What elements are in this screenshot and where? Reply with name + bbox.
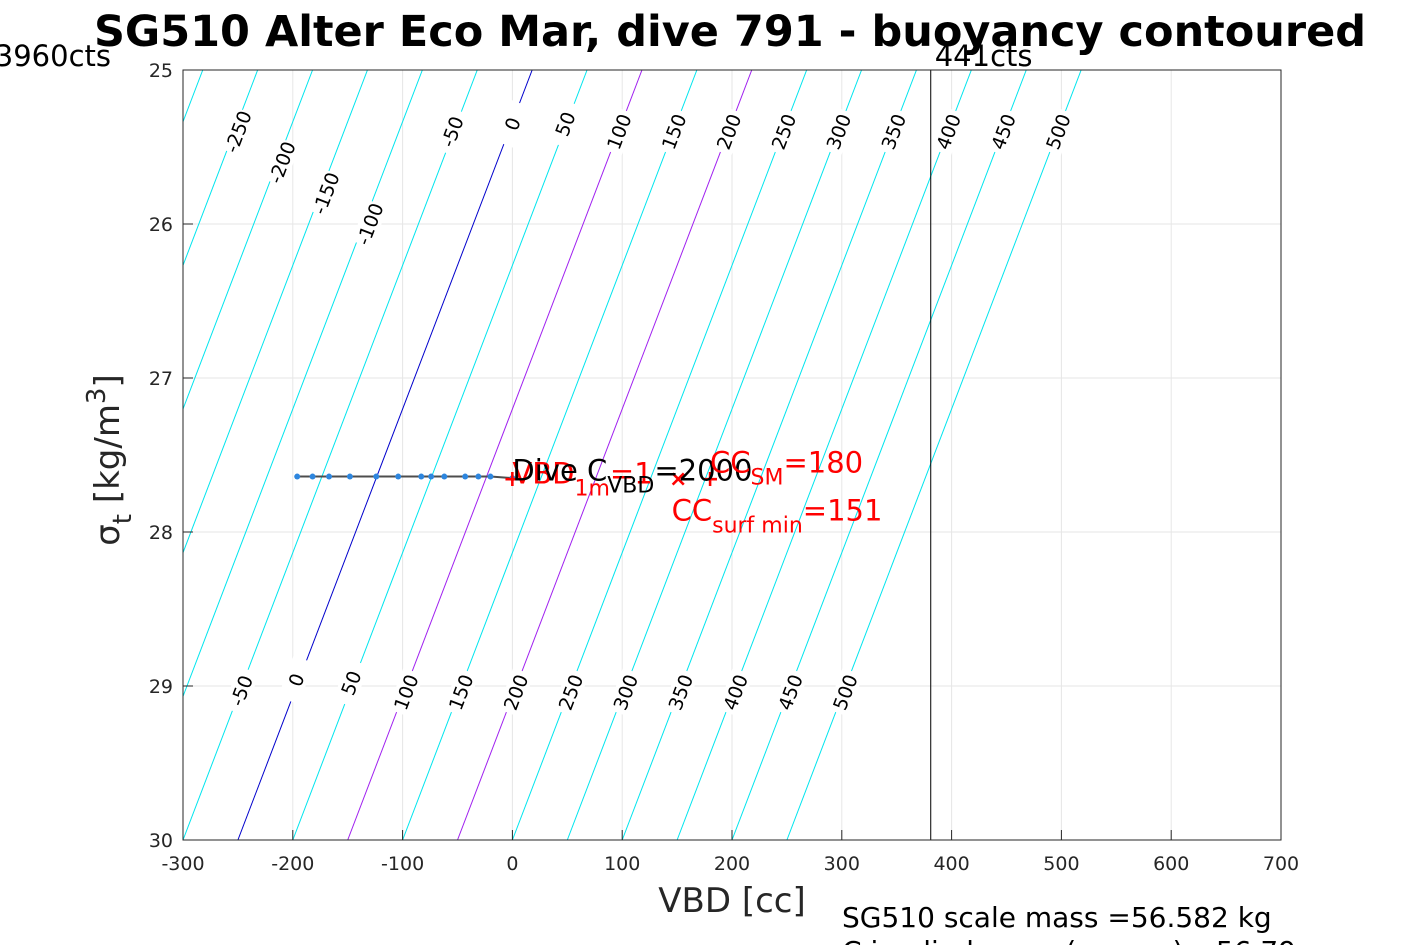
contour-label-bg <box>820 107 857 157</box>
contour-label-bg <box>600 107 638 157</box>
data-point <box>509 475 516 482</box>
contour-label-bg <box>930 107 967 157</box>
contour-line <box>237 70 533 840</box>
x-tick-label: -100 <box>381 853 424 875</box>
annotation: Dive CVBD=2000 <box>512 453 752 498</box>
contour-label-bg <box>765 107 802 157</box>
contour-line <box>183 70 478 840</box>
annotation: CCSM=180 <box>710 446 863 491</box>
data-point <box>441 473 448 480</box>
dive-data <box>294 473 516 482</box>
contour-label-bg <box>826 667 864 717</box>
contour-label-bg <box>1039 107 1077 157</box>
contour-label-bg <box>717 667 754 717</box>
x-tick-label: 0 <box>506 853 518 875</box>
axis-ticks: -300 -200 -100 0 100 200 300 400 500 600 700 25 26 27… <box>149 60 1299 875</box>
vbd-min-counts: 3960cts <box>0 39 111 73</box>
contour-label-bg <box>710 107 747 157</box>
x-tick-label: -300 <box>161 853 204 875</box>
contour-label-bg <box>494 99 531 149</box>
contour-label-bg <box>772 667 809 717</box>
data-point <box>373 473 380 480</box>
x-tick-label: 100 <box>604 853 640 875</box>
x-tick-label: 700 <box>1263 853 1299 875</box>
annotation: CCsurf min=151 <box>672 493 883 538</box>
y-tick-label: 25 <box>149 60 173 82</box>
contour-label-bg <box>655 107 692 157</box>
contour-line <box>183 70 423 698</box>
y-tick-label: 26 <box>149 214 173 236</box>
marker: + <box>503 467 521 492</box>
contour-label-bg <box>277 655 315 705</box>
contour-label-bg <box>351 199 388 249</box>
contour-line <box>183 70 314 411</box>
y-axis-label: σt [kg/m3] <box>82 374 138 546</box>
contour-label-bg <box>332 658 370 708</box>
data-point <box>428 473 435 480</box>
contour-label-bg <box>875 107 912 157</box>
data-point <box>395 473 402 480</box>
footer-line-1: SG510 scale mass =56.582 kg <box>842 901 1272 934</box>
contour-label-bg <box>546 99 584 149</box>
contour-label-bg <box>387 667 425 717</box>
data-point <box>418 473 425 480</box>
marker: × <box>669 467 687 492</box>
data-point <box>475 473 482 480</box>
y-tick-label: 27 <box>149 368 173 390</box>
x-tick-label: 500 <box>1043 853 1079 875</box>
data-point <box>487 473 494 480</box>
contour-label-bg <box>223 666 260 716</box>
data-point <box>462 473 469 480</box>
contour-label-bg <box>662 667 699 717</box>
x-tick-label: -200 <box>271 853 314 875</box>
contour-label-bg <box>607 667 644 717</box>
contour-line <box>292 70 588 840</box>
x-tick-label: 600 <box>1153 853 1189 875</box>
x-tick-label: 200 <box>714 853 750 875</box>
data-point <box>326 473 333 480</box>
contour-label-bg <box>552 667 589 717</box>
y-tick-label: 28 <box>149 522 173 544</box>
vbd-max-counts: 441cts <box>935 39 1033 73</box>
x-tick-label: 400 <box>933 853 969 875</box>
footer-line-2: C implied mass (approx) =56.79 <box>842 935 1296 945</box>
contour-label-bg <box>433 107 471 157</box>
data-point <box>309 473 316 480</box>
contour-line <box>0 70 38 840</box>
data-point <box>294 473 301 480</box>
data-point <box>346 473 353 480</box>
contour-line <box>0 70 93 840</box>
contour-label-bg <box>985 107 1022 157</box>
y-tick-label: 29 <box>149 676 173 698</box>
contour-label-bg <box>307 168 344 218</box>
contour-label-bg <box>219 107 257 157</box>
x-tick-label: 300 <box>824 853 860 875</box>
x-axis-label: VBD [cc] <box>658 881 806 921</box>
annotation: VBD1m=1 <box>512 456 652 501</box>
contour-label-bg <box>497 667 534 717</box>
chart-title: SG510 Alter Eco Mar, dive 791 - buoyancy… <box>94 7 1366 57</box>
marker: + <box>701 467 719 492</box>
contour-label-bg <box>442 667 479 717</box>
contour-line <box>183 70 259 267</box>
y-tick-label: 30 <box>149 830 173 852</box>
contour-label-bg <box>263 137 300 187</box>
